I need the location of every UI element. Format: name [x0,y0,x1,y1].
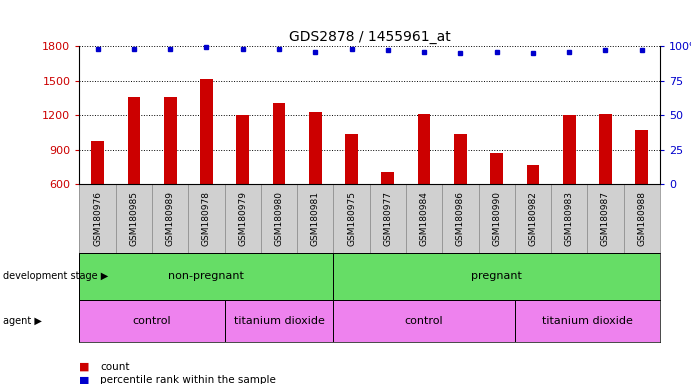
Text: GSM180977: GSM180977 [384,191,392,247]
Bar [200,79,213,184]
Bar [236,115,249,184]
Text: agent ▶: agent ▶ [3,316,42,326]
Text: control: control [405,316,444,326]
Text: GSM180988: GSM180988 [637,191,646,247]
Bar [599,114,612,184]
Text: count: count [100,362,130,372]
Text: non-pregnant: non-pregnant [169,271,245,281]
Bar [636,130,648,184]
Bar [309,112,321,184]
Text: GSM180985: GSM180985 [129,191,138,247]
Bar [79,253,333,300]
Text: development stage ▶: development stage ▶ [3,271,108,281]
Text: percentile rank within the sample: percentile rank within the sample [100,375,276,384]
Text: GSM180979: GSM180979 [238,191,247,247]
Bar [454,134,466,184]
Text: GSM180982: GSM180982 [529,192,538,246]
Text: titanium dioxide: titanium dioxide [234,316,325,326]
Text: ■: ■ [79,362,90,372]
Bar [491,153,503,184]
Bar [418,114,430,184]
Bar [128,97,140,184]
Title: GDS2878 / 1455961_at: GDS2878 / 1455961_at [289,30,451,44]
Bar [333,253,660,300]
Text: GSM180981: GSM180981 [311,191,320,247]
Text: GSM180976: GSM180976 [93,191,102,247]
Text: GSM180986: GSM180986 [456,191,465,247]
Bar [225,300,333,342]
Bar [563,115,576,184]
Text: control: control [133,316,171,326]
Bar [515,300,660,342]
Bar [91,141,104,184]
Text: GSM180989: GSM180989 [166,191,175,247]
Bar [333,300,515,342]
Text: GSM180984: GSM180984 [419,192,428,246]
Text: ■: ■ [79,375,90,384]
Bar [346,134,358,184]
Text: pregnant: pregnant [471,271,522,281]
Text: GSM180978: GSM180978 [202,191,211,247]
Bar [527,165,539,184]
Bar [273,103,285,184]
Text: titanium dioxide: titanium dioxide [542,316,633,326]
Bar [381,172,394,184]
Text: GSM180987: GSM180987 [601,191,610,247]
Bar [79,300,225,342]
Text: GSM180975: GSM180975 [347,191,356,247]
Text: GSM180980: GSM180980 [274,191,283,247]
Bar [164,97,176,184]
Text: GSM180990: GSM180990 [492,191,501,247]
Text: GSM180983: GSM180983 [565,191,574,247]
